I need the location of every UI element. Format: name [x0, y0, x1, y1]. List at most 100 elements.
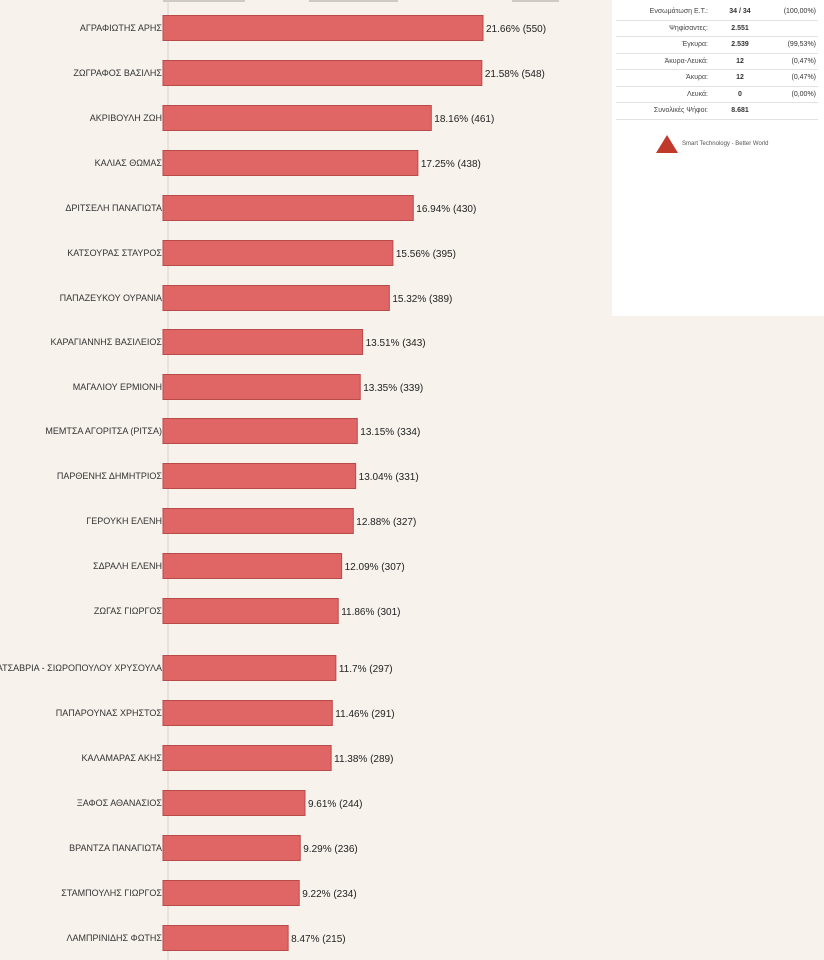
stats-pct: (0,47%) [770, 69, 818, 87]
value-label: 11.7% (297) [339, 664, 393, 675]
stats-label: Συνολικές Ψήφοι: [616, 102, 710, 120]
value-label: 11.38% (289) [334, 754, 393, 765]
category-label: ΚΑΛΙΑΣ ΘΩΜΑΣ [95, 158, 163, 168]
candidate-results-chart: ΑΓΡΑΦΙΩΤΗΣ ΑΡΗΣ 21.66% (550) ΖΩΓΡΑΦΟΣ ΒΑΣΙ… [0, 0, 546, 960]
category-label: ΖΩΓΡΑΦΟΣ ΒΑΣΙΛΗΣ [73, 68, 162, 78]
category-label: ΚΑΡΑΓΙΑΝΝΗΣ ΒΑΣΙΛΕΙΟΣ [50, 337, 162, 347]
bar[interactable] [162, 195, 414, 221]
value-label: 13.51% (343) [366, 338, 426, 349]
stats-value: 34 / 34 [710, 4, 770, 21]
bar[interactable] [162, 508, 354, 534]
logo-text: Smart Technology - Better World [682, 141, 769, 147]
category-label: ΣΔΡΑΛΗ ΕΛΕΝΗ [93, 561, 162, 571]
category-label: ΛΑΜΠΡΙΝΙΔΗΣ ΦΩΤΗΣ [66, 933, 162, 943]
stats-label: Ενσωμάτωση Ε.Τ.: [616, 4, 710, 21]
stats-row-valid: Έγκυρα: 2.539 (99,53%) [616, 36, 818, 54]
stats-label: Άκυρα: [616, 69, 710, 87]
value-label: 12.09% (307) [345, 562, 405, 573]
stats-label: Έγκυρα: [616, 36, 710, 54]
stats-value: 2.551 [710, 20, 770, 37]
bar[interactable] [162, 880, 300, 906]
bar[interactable] [162, 790, 306, 816]
category-label: ΞΑΦΟΣ ΑΘΑΝΑΣΙΟΣ [77, 798, 163, 808]
stats-label: Ψηφίσαντες: [616, 20, 710, 37]
category-label: ΓΕΡΟΥΚΗ ΕΛΕΝΗ [86, 516, 162, 526]
bar[interactable] [162, 463, 357, 489]
stats-pct: (99,53%) [770, 36, 818, 54]
sts-logo-icon [656, 135, 678, 153]
bar[interactable] [162, 418, 358, 444]
stats-pct [770, 20, 818, 37]
bars-group: ΑΓΡΑΦΙΩΤΗΣ ΑΡΗΣ 21.66% (550) ΖΩΓΡΑΦΟΣ ΒΑΣΙ… [0, 15, 546, 951]
top-tab-1[interactable] [163, 0, 245, 2]
stats-value: 8.681 [710, 102, 770, 120]
value-label: 9.22% (234) [302, 889, 356, 900]
stats-label: Λευκά: [616, 86, 710, 103]
bar[interactable] [162, 105, 432, 131]
bar[interactable] [162, 329, 364, 355]
sts-logo[interactable]: Smart Technology - Better World [656, 134, 768, 154]
stats-row-total-votes: Συνολικές Ψήφοι: 8.681 [616, 102, 818, 120]
bar[interactable] [162, 150, 419, 176]
stats-table: Ενσωμάτωση Ε.Τ.: 34 / 34 (100,00%) Ψηφίσ… [616, 4, 818, 120]
category-label: ΠΑΡΘΕΝΗΣ ΔΗΜΗΤΡΙΟΣ [57, 471, 163, 481]
bar[interactable] [162, 60, 483, 86]
bar[interactable] [162, 655, 337, 681]
value-label: 8.47% (215) [291, 934, 345, 945]
value-label: 17.25% (438) [421, 159, 481, 170]
stats-pct: (100,00%) [770, 4, 818, 21]
value-label: 9.61% (244) [308, 799, 362, 810]
category-label: ΚΑΤΣΟΥΡΑΣ ΣΤΑΥΡΟΣ [67, 248, 162, 258]
value-label: 18.16% (461) [434, 114, 494, 125]
category-label: ΑΚΡΙΒΟΥΛΗ ΖΩΗ [90, 113, 162, 123]
category-label: ΣΤΑΜΠΟΥΛΗΣ ΓΙΩΡΓΟΣ [61, 888, 162, 898]
stats-row-incorporation: Ενσωμάτωση Ε.Τ.: 34 / 34 (100,00%) [616, 4, 818, 21]
bar[interactable] [162, 700, 333, 726]
stats-pct: (0,00%) [770, 86, 818, 103]
category-label: ΜΑΓΑΛΙΟΥ ΕΡΜΙΟΝΗ [73, 382, 162, 392]
bar[interactable] [162, 835, 301, 861]
value-label: 13.04% (331) [359, 472, 419, 483]
top-tab-2[interactable] [309, 0, 398, 2]
category-label: ΚΑΤΣΑΒΡΙΑ - ΣΙΩΡΟΠΟΥΛΟΥ ΧΡΥΣΟΥΛΑ [0, 663, 162, 673]
bar[interactable] [162, 598, 339, 624]
bar[interactable] [162, 374, 361, 400]
stats-pct: (0,47%) [770, 53, 818, 70]
category-label: ΠΑΠΑΖΕΥΚΟΥ ΟΥΡΑΝΙΑ [60, 293, 162, 303]
top-tab-3[interactable] [512, 0, 559, 2]
stats-pct [770, 102, 818, 120]
value-label: 21.66% (550) [486, 24, 546, 35]
stats-row-invalid: Άκυρα: 12 (0,47%) [616, 69, 818, 87]
stats-panel: Ενσωμάτωση Ε.Τ.: 34 / 34 (100,00%) Ψηφίσ… [612, 0, 824, 316]
stats-label: Άκυρα-Λευκά: [616, 53, 710, 70]
bar[interactable] [162, 553, 343, 579]
stats-row-blank: Λευκά: 0 (0,00%) [616, 86, 818, 103]
category-label: ΠΑΠΑΡΟΥΝΑΣ ΧΡΗΣΤΟΣ [56, 708, 163, 718]
bar[interactable] [162, 285, 390, 311]
stats-value: 2.539 [710, 36, 770, 54]
bar[interactable] [162, 15, 484, 41]
stats-row-invalid-blank: Άκυρα-Λευκά: 12 (0,47%) [616, 53, 818, 70]
category-label: ΔΡΙΤΣΕΛΗ ΠΑΝΑΓΙΩΤΑ [65, 203, 162, 213]
category-label: ΑΓΡΑΦΙΩΤΗΣ ΑΡΗΣ [80, 23, 163, 33]
value-label: 13.35% (339) [363, 383, 423, 394]
stats-value: 12 [710, 69, 770, 87]
bar[interactable] [162, 745, 332, 771]
stats-value: 12 [710, 53, 770, 70]
category-label: ΜΕΜΤΣΑ ΑΓΟΡΙΤΣΑ (ΡΙΤΣΑ) [45, 426, 162, 436]
value-label: 9.29% (236) [303, 844, 357, 855]
value-label: 16.94% (430) [416, 204, 476, 215]
value-label: 15.32% (389) [392, 294, 452, 305]
value-label: 15.56% (395) [396, 249, 456, 260]
bar[interactable] [162, 240, 394, 266]
bar[interactable] [162, 925, 289, 951]
stats-row-voters: Ψηφίσαντες: 2.551 [616, 20, 818, 37]
value-label: 21.58% (548) [485, 69, 545, 80]
value-label: 13.15% (334) [360, 427, 420, 438]
value-label: 11.86% (301) [341, 607, 400, 618]
category-label: ΚΑΛΑΜΑΡΑΣ ΑΚΗΣ [82, 753, 163, 763]
value-label: 11.46% (291) [335, 709, 394, 720]
category-label: ΖΩΓΑΣ ΓΙΩΡΓΟΣ [94, 606, 163, 616]
category-label: ΒΡΑΝΤΖΑ ΠΑΝΑΓΙΩΤΑ [69, 843, 162, 853]
value-label: 12.88% (327) [356, 517, 416, 528]
